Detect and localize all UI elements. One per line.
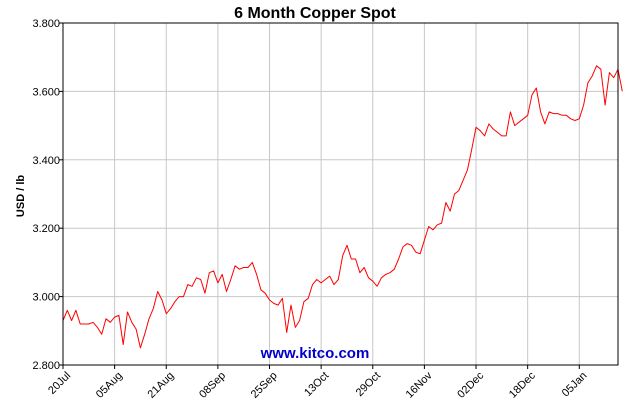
watermark-text: www.kitco.com <box>260 345 370 362</box>
x-tick-label: 18Dec <box>507 369 538 400</box>
x-tick-label: 20Jul <box>46 370 73 397</box>
y-tick-label: 3.600 <box>32 86 60 98</box>
y-tick-label: 3.400 <box>32 155 60 167</box>
x-tick-label: 16Nov <box>404 369 435 400</box>
x-tick-labels: 20Jul 05Aug 21Aug 08Sep 25Sep 13Oct 29Oct 16Nov… <box>46 369 589 400</box>
chart-title: 6 Month Copper Spot <box>234 5 396 22</box>
grid-lines <box>59 22 618 369</box>
x-tick-label: 13Oct <box>302 370 331 399</box>
y-axis-label: USD / lb <box>15 175 27 217</box>
series-layer <box>62 65 623 349</box>
plot-frame <box>62 22 619 366</box>
y-tick-label: 3.800 <box>32 18 60 30</box>
y-tick-labels: 2.800 3.000 3.200 3.400 3.600 3.800 <box>32 18 60 372</box>
x-tick-label: 21Aug <box>145 370 176 400</box>
x-tick-label: 05Jan <box>560 370 590 400</box>
x-tick-label: 02Dec <box>455 369 486 400</box>
x-tick-label: 05Aug <box>94 370 125 400</box>
x-tick-label: 25Sep <box>249 370 280 400</box>
y-tick-label: 3.000 <box>32 292 60 304</box>
y-tick-label: 3.200 <box>32 223 60 235</box>
y-tick-label: 2.800 <box>32 360 60 372</box>
x-tick-label: 08Sep <box>197 370 228 400</box>
x-tick-label: 29Oct <box>354 370 383 399</box>
series-line <box>62 65 623 349</box>
